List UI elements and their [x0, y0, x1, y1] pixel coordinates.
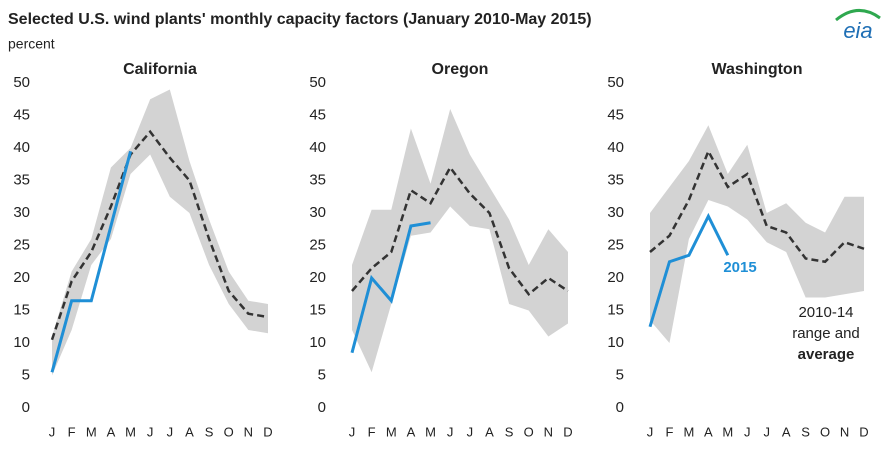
average-line — [50, 129, 269, 341]
x-tick-label: F — [68, 424, 76, 439]
current-line — [350, 221, 431, 354]
x-tick-label: D — [859, 424, 868, 439]
average-line — [649, 148, 865, 264]
x-tick-label: S — [801, 424, 810, 439]
x-tick-label: A — [407, 424, 416, 439]
panel-title: Oregon — [432, 61, 489, 78]
x-tick-label: O — [524, 424, 534, 439]
y-tick-label: 35 — [309, 171, 326, 188]
logo-arc — [835, 9, 881, 22]
y-tick-label: 10 — [13, 334, 30, 351]
x-tick-label: F — [665, 424, 673, 439]
y-tick-label: 15 — [309, 301, 326, 318]
panel-title: California — [123, 61, 197, 78]
y-tick-label: 0 — [318, 399, 326, 416]
y-tick-label: 50 — [309, 74, 326, 91]
x-tick-label: D — [563, 424, 572, 439]
y-tick-label: 50 — [13, 74, 30, 91]
x-tick-label: O — [820, 424, 830, 439]
y-tick-label: 10 — [607, 334, 624, 351]
annotation: 2010-14 — [798, 304, 853, 321]
x-tick-label: N — [544, 424, 553, 439]
y-tick-label: 35 — [607, 171, 624, 188]
y-tick-label: 10 — [309, 334, 326, 351]
x-tick-label: J — [647, 424, 654, 439]
y-tick-label: 25 — [607, 236, 624, 253]
y-tick-label: 15 — [607, 301, 624, 318]
x-tick-label: J — [467, 424, 474, 439]
chart-title: Selected U.S. wind plants' monthly capac… — [8, 11, 592, 28]
x-tick-label: M — [683, 424, 694, 439]
y-tick-label: 45 — [13, 106, 30, 123]
range-band — [52, 89, 268, 376]
x-tick-label: O — [224, 424, 234, 439]
y-tick-label: 45 — [309, 106, 326, 123]
y-tick-label: 25 — [309, 236, 326, 253]
y-tick-label: 35 — [13, 171, 30, 188]
x-tick-label: S — [205, 424, 214, 439]
x-tick-label: F — [368, 424, 376, 439]
unit-label: percent — [8, 36, 55, 52]
average-line — [351, 165, 569, 297]
x-tick-label: A — [485, 424, 494, 439]
y-tick-label: 20 — [309, 269, 326, 286]
x-tick-label: M — [425, 424, 436, 439]
x-tick-label: M — [386, 424, 397, 439]
x-tick-label: A — [185, 424, 194, 439]
y-tick-label: 45 — [607, 106, 624, 123]
y-tick-label: 30 — [607, 204, 624, 221]
x-tick-label: M — [125, 424, 136, 439]
y-tick-label: 5 — [318, 366, 326, 383]
current-line — [648, 212, 730, 328]
x-tick-label: D — [263, 424, 272, 439]
y-tick-label: 0 — [616, 399, 624, 416]
x-tick-label: A — [704, 424, 713, 439]
x-tick-label: A — [107, 424, 116, 439]
x-tick-label: S — [505, 424, 514, 439]
x-tick-label: J — [147, 424, 154, 439]
x-tick-label: J — [167, 424, 174, 439]
x-tick-label: M — [86, 424, 97, 439]
x-tick-label: J — [744, 424, 751, 439]
y-tick-label: 50 — [607, 74, 624, 91]
y-tick-label: 15 — [13, 301, 30, 318]
x-tick-label: J — [349, 424, 356, 439]
range-band — [352, 109, 568, 373]
x-tick-label: N — [244, 424, 253, 439]
y-tick-label: 40 — [309, 139, 326, 156]
x-tick-label: J — [49, 424, 56, 439]
x-tick-label: A — [782, 424, 791, 439]
x-tick-label: M — [722, 424, 733, 439]
annotation: range and — [792, 325, 860, 342]
annotation: average — [798, 346, 855, 363]
y-tick-label: 20 — [607, 269, 624, 286]
panel-title: Washington — [712, 61, 803, 78]
y-tick-label: 5 — [22, 366, 30, 383]
x-tick-label: N — [840, 424, 849, 439]
y-tick-label: 40 — [607, 139, 624, 156]
annotation: 2015 — [723, 259, 756, 276]
x-tick-label: J — [763, 424, 770, 439]
y-tick-label: 20 — [13, 269, 30, 286]
x-tick-label: J — [447, 424, 454, 439]
y-tick-label: 30 — [13, 204, 30, 221]
range-band — [650, 125, 864, 343]
y-tick-label: 25 — [13, 236, 30, 253]
y-tick-label: 0 — [22, 399, 30, 416]
y-tick-label: 40 — [13, 139, 30, 156]
y-tick-label: 30 — [309, 204, 326, 221]
current-line — [50, 150, 132, 373]
y-tick-label: 5 — [616, 366, 624, 383]
logo: eia — [843, 18, 872, 43]
